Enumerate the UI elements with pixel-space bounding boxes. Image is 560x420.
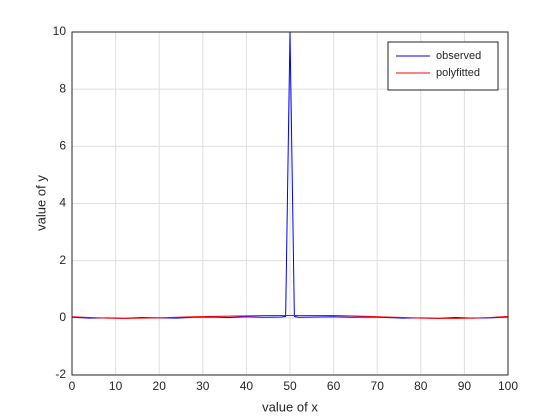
- legend-label: polyfitted: [436, 67, 480, 79]
- legend-box: [387, 41, 499, 91]
- legend-label: observed: [436, 50, 481, 62]
- x-tick-label: 10: [109, 379, 123, 393]
- x-tick-label: 50: [283, 379, 297, 393]
- y-tick-label: 8: [59, 81, 66, 95]
- x-tick-label: 30: [196, 379, 210, 393]
- y-tick-label: 2: [59, 253, 66, 267]
- x-axis-label: value of x: [262, 399, 318, 414]
- y-tick-label: 6: [59, 139, 66, 153]
- series-line: [72, 315, 508, 319]
- x-tick-label: 100: [498, 379, 518, 393]
- x-tick-label: 90: [458, 379, 472, 393]
- x-tick-label: 80: [414, 379, 428, 393]
- x-tick-label: 60: [327, 379, 341, 393]
- x-tick-label: 20: [153, 379, 167, 393]
- y-tick-label: 0: [59, 310, 66, 324]
- y-tick-label: -2: [55, 367, 66, 381]
- x-tick-label: 70: [371, 379, 385, 393]
- x-tick-label: 0: [69, 379, 76, 393]
- y-axis-label: value of y: [33, 175, 48, 231]
- x-tick-label: 40: [240, 379, 254, 393]
- plot-frame: [71, 31, 509, 376]
- y-tick-label: 4: [59, 196, 66, 210]
- y-tick-label: 10: [53, 24, 67, 38]
